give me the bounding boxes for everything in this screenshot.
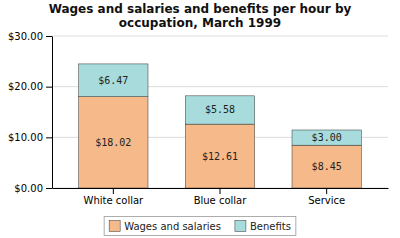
bar: [185, 124, 254, 188]
legend-item: Wages and salaries: [109, 221, 221, 232]
bar: [185, 96, 254, 124]
chart-container: $18.02 $12.61 $8.45 $6.47 $5.58 $3.00 $0.00 $10…: [0, 0, 400, 238]
data-label: $18.02: [95, 137, 131, 148]
tick: $0.00: [14, 183, 52, 194]
title: Wages and salaries and benefits per hour…: [49, 2, 352, 30]
legend-item: Benefits: [235, 221, 291, 232]
y-axis: $0.00 $10.00 $20.00 $30.00: [8, 31, 53, 194]
tick-mark: [326, 188, 327, 194]
tick-mark: [113, 188, 114, 194]
tick: $20.00: [8, 81, 52, 92]
legend-frame: [104, 217, 296, 236]
tick-label: $30.00: [8, 31, 43, 42]
title-line: Wages and salaries and benefits per hour…: [49, 2, 352, 16]
tick-label: White collar: [83, 195, 144, 206]
tick-label: Blue collar: [194, 195, 248, 206]
data-label: $12.61: [202, 151, 238, 162]
data-label: $3.00: [312, 132, 342, 143]
grid: [52, 36, 388, 188]
tick-mark: [46, 36, 52, 37]
bars: [79, 64, 362, 188]
bar: [79, 97, 148, 188]
tick: Service: [308, 188, 345, 206]
bar-series: [79, 97, 362, 188]
tick-mark: [220, 188, 221, 194]
tick: White collar: [83, 188, 144, 206]
legend-swatch: [109, 221, 120, 232]
bar: [292, 145, 361, 188]
tick-label: $10.00: [8, 132, 43, 143]
legend-swatch: [235, 221, 246, 232]
tick-label: $20.00: [8, 81, 43, 92]
grid-line: [52, 36, 388, 37]
tick-mark: [46, 87, 52, 88]
data-label: $5.58: [205, 104, 235, 115]
bar: [292, 130, 361, 145]
tick-label: $0.00: [14, 183, 43, 194]
tick: Blue collar: [194, 188, 248, 206]
bar: [79, 64, 148, 97]
title-line: occupation, March 1999: [119, 16, 281, 30]
tick-mark: [46, 188, 52, 189]
legend: Wages and salaries Benefits: [104, 217, 296, 236]
tick: $10.00: [8, 132, 52, 143]
chart: $18.02 $12.61 $8.45 $6.47 $5.58 $3.00 $0.00 $10…: [0, 0, 400, 238]
bar-series: [79, 64, 362, 145]
legend-label: Wages and salaries: [124, 221, 221, 232]
tick: $30.00: [8, 31, 52, 42]
axis-line: [52, 37, 53, 189]
legend-label: Benefits: [250, 221, 291, 232]
data-labels: $18.02 $12.61 $8.45 $6.47 $5.58 $3.00: [95, 75, 341, 172]
tick-mark: [46, 137, 52, 138]
data-label: $8.45: [312, 161, 342, 172]
tick-label: Service: [308, 195, 345, 206]
data-label: $6.47: [98, 75, 128, 86]
x-axis: White collar Blue collar Service: [53, 188, 389, 206]
